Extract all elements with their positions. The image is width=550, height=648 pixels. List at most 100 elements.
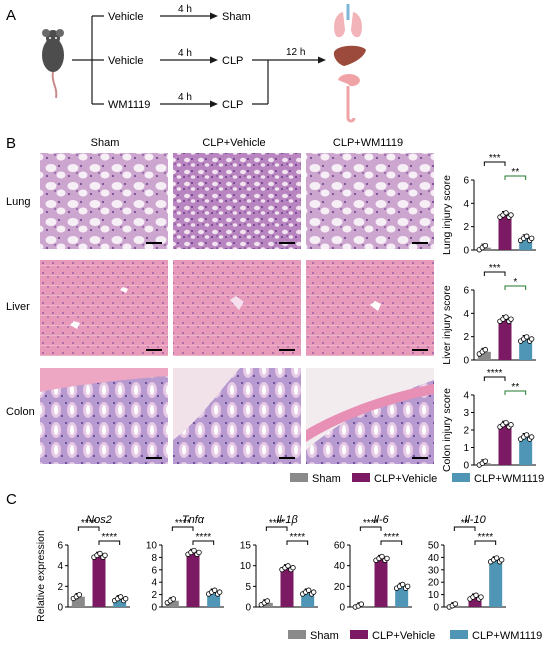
significance-bracket <box>504 390 527 395</box>
y-tick-label: 2 <box>463 222 469 233</box>
data-point <box>528 434 535 440</box>
data-point <box>191 547 197 554</box>
legend-b: Sham CLP+Vehicle CLP+WM1119 <box>290 473 544 485</box>
arrow-2 <box>160 56 218 64</box>
significance-bracket <box>171 526 194 531</box>
y-tick-label: 20 <box>334 582 346 593</box>
panel-a: A Vehicle Vehicle WM1119 4 h 4 <box>6 4 366 123</box>
bar-Sham <box>71 596 85 607</box>
end-label-3: CLP <box>222 99 243 111</box>
bar-CLP+Vehicle <box>280 567 294 607</box>
significance-label: *** <box>489 153 501 164</box>
legend-c-label-sham: Sham <box>310 630 339 642</box>
arrow-merge <box>268 56 326 64</box>
significance-label: **** <box>478 532 494 543</box>
time-label-1: 4 h <box>178 4 192 15</box>
legend-c-swatch-vehicle <box>350 630 368 639</box>
histology-colon-sham <box>40 368 168 464</box>
bar-CLP+WM1119 <box>519 238 533 250</box>
data-point <box>264 598 271 604</box>
bar-CLP+Vehicle <box>498 319 512 360</box>
chart-title: Nos2 <box>86 514 112 526</box>
y-tick-label: 0 <box>463 246 469 257</box>
end-label-1: Sham <box>222 11 251 23</box>
y-tick-label: 50 <box>428 541 440 552</box>
legend-c-swatch-sham <box>288 630 306 639</box>
colon-organ-icon <box>338 74 360 123</box>
bar-CLP+Vehicle <box>186 552 200 607</box>
y-tick-label: 40 <box>428 553 440 564</box>
row-label-liver: Liver <box>6 301 30 313</box>
data-point <box>76 592 83 598</box>
data-point <box>384 555 390 562</box>
data-point <box>523 432 530 438</box>
y-tick-label: 4 <box>463 309 469 320</box>
y-tick-label: 10 <box>240 561 252 572</box>
data-point <box>97 550 103 557</box>
column-header-sham: Sham <box>91 137 120 149</box>
bar-CLP+WM1119 <box>395 586 409 607</box>
liver-organ-icon <box>333 45 366 66</box>
chart-title: Tnfα <box>182 514 205 526</box>
data-point <box>310 589 317 595</box>
significance-label: **** <box>81 518 97 529</box>
significance-bracket <box>474 540 497 545</box>
data-point <box>290 565 296 571</box>
y-tick-label: 1 <box>463 443 469 454</box>
legend-b-swatch-sham <box>290 473 308 482</box>
significance-bracket <box>380 540 403 545</box>
significance-label: **** <box>384 532 400 543</box>
bar-CLP+WM1119 <box>113 598 127 607</box>
significance-label: * <box>513 277 517 288</box>
y-tick-label: 4 <box>57 561 63 572</box>
y-tick-label: 2 <box>463 426 469 437</box>
significance-label: **** <box>102 532 118 543</box>
data-point <box>358 601 365 607</box>
significance-bracket <box>483 376 506 381</box>
y-tick-label: 0 <box>463 356 469 367</box>
y-tick-label: 60 <box>334 541 346 552</box>
bar-CLP+Vehicle <box>92 555 106 607</box>
bar-Sham <box>477 351 491 360</box>
bar-CLP+WM1119 <box>489 559 503 607</box>
y-tick-label: 0 <box>151 603 157 614</box>
y-tick-label: 4 <box>463 391 469 402</box>
legend-c-swatch-wm1119 <box>450 630 468 639</box>
start-label-2: Vehicle <box>108 55 143 67</box>
significance-label: ** <box>511 382 519 393</box>
data-point <box>285 563 291 569</box>
bar-CLP+WM1119 <box>519 437 533 465</box>
significance-bracket <box>483 271 506 276</box>
panel-label-c: C <box>6 491 17 508</box>
significance-label: **** <box>196 532 212 543</box>
y-axis-label: Relative expression <box>35 530 47 622</box>
histology-lung-sham <box>40 153 168 249</box>
y-tick-label: 3 <box>463 408 469 419</box>
data-point <box>170 596 177 602</box>
arrow-1 <box>160 12 218 20</box>
y-tick-label: 30 <box>428 565 440 576</box>
data-point <box>482 458 489 464</box>
data-point <box>211 587 218 593</box>
legend-c: Sham CLP+Vehicle CLP+WM1119 <box>288 630 542 642</box>
start-label-1: Vehicle <box>108 11 143 23</box>
panel-b: B Sham CLP+Vehicle CLP+WM1119 Lung Liver… <box>6 135 544 485</box>
legend-b-label-sham: Sham <box>312 473 341 485</box>
data-point <box>399 581 406 588</box>
significance-label: ** <box>511 167 519 178</box>
panel-label-a: A <box>6 7 16 24</box>
bar-CLP+Vehicle <box>498 424 512 465</box>
histology-colon-clp-wm1119 <box>306 368 434 464</box>
histology-lung-clp-wm1119 <box>306 153 434 249</box>
legend-c-label-wm1119: CLP+WM1119 <box>472 630 542 642</box>
significance-bracket <box>504 175 527 180</box>
data-point <box>122 596 129 602</box>
y-tick-label: 6 <box>463 286 469 297</box>
time-label-2: 4 h <box>178 48 192 59</box>
y-tick-label: 0 <box>57 603 63 614</box>
data-point <box>508 212 514 218</box>
